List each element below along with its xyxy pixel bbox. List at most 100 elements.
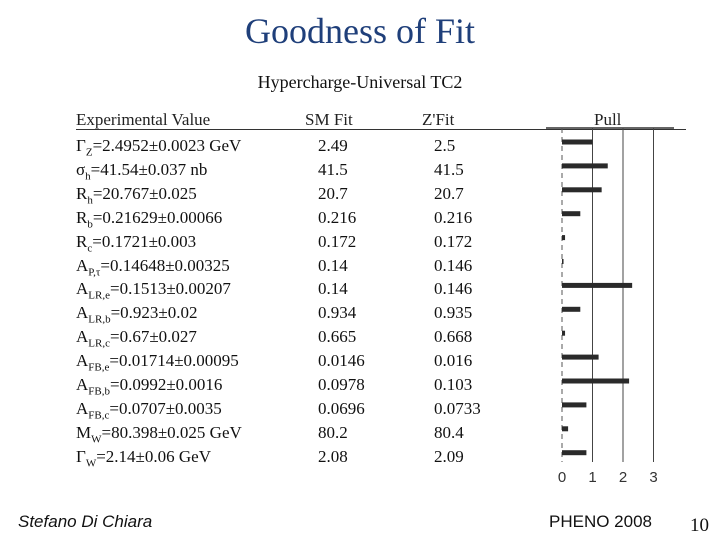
quantity-subscript: h	[87, 194, 93, 207]
measured-value: =0.14648±0.00325	[100, 255, 230, 275]
experimental-value: AFB,b=0.0992±0.0016	[76, 375, 222, 397]
zprime-fit-value: 0.0733	[434, 398, 481, 418]
slide-subtitle: Hypercharge-Universal TC2	[257, 72, 463, 92]
quantity-symbol: A	[76, 303, 89, 323]
header-pull: Pull	[594, 110, 622, 129]
pull-bar-chart: 0 1 2 3	[546, 127, 674, 486]
measured-value: =0.0707±0.0035	[109, 398, 222, 418]
experimental-value: AFB,e=0.01714±0.00095	[76, 351, 239, 373]
experimental-value: Rc=0.1721±0.003	[76, 232, 196, 254]
measured-value: =0.1513±0.00207	[109, 279, 231, 299]
quantity-subscript: LR,b	[88, 313, 111, 326]
pull-bar	[562, 282, 633, 288]
table-row: ALR,e=0.1513±0.00207 0.14 0.146	[70, 277, 690, 301]
measured-value: =0.923±0.02	[110, 303, 198, 323]
experimental-value: σh=41.54±0.037 nb	[76, 160, 207, 182]
quantity-subscript: P,τ	[88, 265, 101, 278]
table-row: Rc=0.1721±0.003 0.172 0.172	[70, 230, 690, 254]
zprime-fit-value: 0.103	[434, 375, 473, 394]
zprime-fit-value: 2.09	[434, 446, 464, 466]
pull-bar	[562, 259, 564, 264]
quantity-symbol: A	[76, 327, 89, 347]
pull-bar	[562, 450, 587, 456]
pull-tick-label: 1	[588, 469, 596, 486]
measured-value: =0.67±0.027	[109, 327, 197, 347]
pull-bar	[562, 187, 602, 193]
table-row: σh=41.54±0.037 nb 41.5 41.5	[70, 158, 690, 182]
sm-fit-value: 0.0978	[318, 375, 365, 394]
quantity-symbol: A	[76, 279, 89, 299]
quantity-symbol: R	[76, 207, 88, 227]
measured-value: =80.398±0.025 GeV	[101, 422, 242, 442]
zprime-fit-value: 2.5	[434, 136, 456, 155]
sm-fit-value: 0.14	[318, 279, 348, 299]
zprime-fit-value: 0.668	[434, 327, 473, 347]
pull-bar	[562, 211, 581, 217]
pull-bar	[562, 306, 581, 312]
quantity-subscript: LR,c	[88, 337, 110, 350]
quantity-symbol: A	[76, 398, 89, 418]
header-zprime-fit: Z'Fit	[422, 110, 455, 129]
zprime-fit-value: 0.016	[434, 351, 473, 371]
table-row: Rh=20.767±0.025 20.7 20.7	[70, 182, 690, 206]
zprime-fit-value: 0.146	[434, 279, 473, 299]
table-row: AFB,b=0.0992±0.0016 0.0978 0.103	[70, 373, 690, 397]
quantity-subscript: Z	[85, 146, 93, 159]
sm-fit-value: 0.0696	[318, 398, 365, 418]
zprime-fit-value: 0.146	[434, 255, 473, 275]
pull-bar	[562, 235, 566, 241]
measured-value: =0.21629±0.00066	[92, 207, 223, 227]
pull-tick-label: 3	[649, 469, 657, 486]
measured-value: =0.0992±0.0016	[110, 375, 223, 394]
table-row: AFB,e=0.01714±0.00095 0.0146 0.016	[70, 349, 690, 373]
pull-bar	[562, 163, 608, 169]
table-row: ALR,c=0.67±0.027 0.665 0.668	[70, 325, 690, 349]
table-row: AP,τ=0.14648±0.00325 0.14 0.146	[70, 254, 690, 278]
header-sm-fit: SM Fit	[305, 110, 353, 129]
sm-fit-value: 2.49	[318, 136, 348, 155]
pull-bar	[562, 402, 587, 408]
pull-tick-label: 2	[619, 469, 627, 486]
experimental-value: AFB,c=0.0707±0.0035	[76, 399, 222, 421]
pull-tick-label: 0	[558, 469, 566, 486]
quantity-subscript: c	[87, 241, 93, 254]
page-number: 10	[690, 515, 709, 536]
zprime-fit-value: 0.216	[434, 207, 473, 227]
zprime-fit-value: 41.5	[434, 159, 464, 179]
measured-value: =41.54±0.037 nb	[90, 159, 208, 179]
experimental-value: ΓZ=2.4952±0.0023 GeV	[76, 136, 241, 158]
table-row: Rb=0.21629±0.00066 0.216 0.216	[70, 206, 690, 230]
quantity-subscript: FB,e	[88, 361, 110, 374]
sm-fit-value: 0.665	[318, 327, 357, 347]
quantity-subscript: h	[85, 170, 91, 183]
sm-fit-value: 0.934	[318, 303, 357, 323]
quantity-symbol: Γ	[76, 446, 86, 466]
measured-value: =0.1721±0.003	[92, 231, 197, 251]
zprime-fit-value: 0.172	[434, 231, 473, 251]
quantity-symbol: A	[76, 351, 89, 371]
sm-fit-value: 20.7	[318, 183, 348, 203]
quantity-symbol: R	[76, 231, 88, 251]
quantity-symbol: M	[76, 422, 92, 442]
quantity-subscript: W	[91, 433, 102, 446]
table-row: ΓZ=2.4952±0.0023 GeV 2.49 2.5	[70, 134, 690, 158]
pull-bar	[562, 139, 593, 145]
experimental-value: ALR,c=0.67±0.027	[76, 327, 197, 349]
sm-fit-value: 0.14	[318, 255, 348, 275]
measured-value: =20.767±0.025	[92, 183, 197, 203]
experimental-value: Rb=0.21629±0.00066	[76, 208, 222, 230]
quantity-symbol: A	[76, 375, 89, 394]
quantity-symbol: Γ	[76, 136, 86, 155]
measured-value: =2.14±0.06 GeV	[96, 446, 211, 466]
quantity-subscript: b	[87, 218, 93, 231]
experimental-value: MW=80.398±0.025 GeV	[76, 423, 242, 445]
measured-value: =2.4952±0.0023 GeV	[92, 136, 242, 155]
slide-title: Goodness of Fit	[244, 11, 475, 51]
sm-fit-value: 80.2	[318, 422, 348, 442]
zprime-fit-value: 0.935	[434, 303, 473, 323]
sm-fit-value: 0.0146	[318, 351, 365, 371]
quantity-symbol: A	[76, 255, 89, 275]
quantity-subscript: FB,b	[88, 385, 110, 398]
sm-fit-value: 41.5	[318, 159, 348, 179]
quantity-symbol: R	[76, 183, 88, 203]
